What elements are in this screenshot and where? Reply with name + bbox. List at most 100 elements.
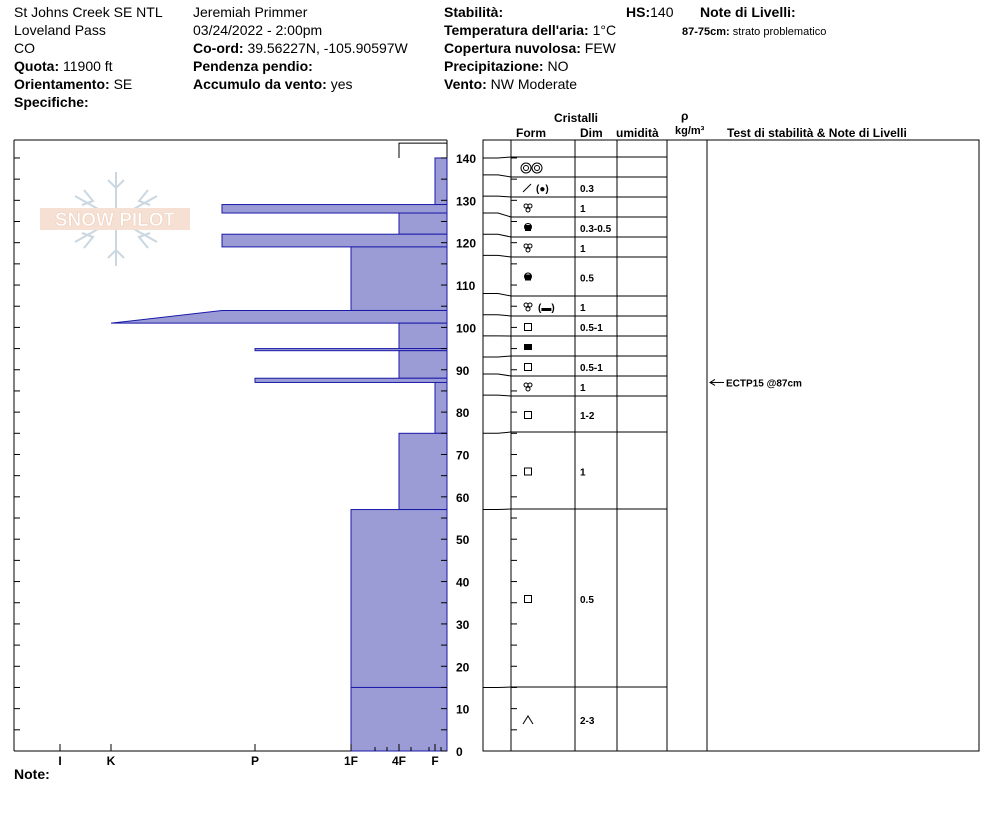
layer-size: 1 [580,303,586,314]
rf-dot [525,306,531,312]
layer-row: 0.3-0.5 [483,212,667,235]
layer-size: 0.3-0.5 [580,224,612,235]
wind-value: NW Moderate [490,76,578,92]
layer-note-range: 87-75cm: [682,26,730,38]
area-name: Loveland Pass [14,22,106,38]
aspect-label: Orientamento: [14,76,110,92]
snowpilot-logo: SNOW PILOT [40,172,190,266]
layer-connector [483,254,512,258]
logo-band [40,208,190,230]
facet-square [524,323,532,331]
faceted-icon [524,323,532,331]
layer-size: 0.3 [580,184,594,195]
melt-square [525,225,531,231]
melt-form-icon [524,223,532,231]
hardness-axis: I K P 1F 4F F [58,744,442,768]
datetime: 03/24/2022 - 2:00pm [193,22,323,38]
wind-loading-value: yes [330,76,353,92]
layer-connector [483,195,512,198]
hardness-bar [254,377,448,383]
facet-square [524,595,532,603]
form-secondary: (▬) [538,303,555,314]
melt-ring [524,223,532,231]
hardness-bar [221,233,448,248]
depth-tick-label: 90 [456,364,470,378]
fragments-icon: (●) [522,183,549,195]
rf-dot [525,207,531,213]
faceted-icon [524,411,532,419]
layer-connector [483,293,512,297]
coord-row: Co-ord: 39.56227N, -105.90597W [193,40,408,56]
hs-row: HS:140 [626,4,673,20]
depth-tick-label: 20 [456,660,470,674]
faceted-icon [524,467,532,476]
table-depth-ticks [511,157,517,752]
facet-square [524,467,532,476]
faceted-icon [524,595,532,603]
depth-tick-label: 70 [456,448,470,462]
crust-block [524,344,532,350]
state-name: CO [14,40,35,56]
depth-axis: 0 10 20 30 40 50 60 70 80 90 100 110 120 130 140 [14,152,476,759]
hardness-bar [221,204,448,214]
layer-size: 0.5-1 [580,323,603,334]
rf-dot [523,382,529,388]
facet-square [524,411,532,419]
crust-icon [524,344,532,350]
layer-size: 2-3 [580,716,595,727]
snow-surface-line [398,142,447,158]
layer-connector [483,174,512,178]
col-form: Form [516,126,546,140]
grain-circle [531,162,543,174]
layer-size: 1 [580,468,586,479]
col-size: Dim [580,126,603,140]
cloud-label: Copertura nuvolosa: [444,40,581,56]
layer-row: 1-2 [483,394,667,422]
cloud-row: Copertura nuvolosa: FEW [444,40,616,56]
grain-circle [520,162,532,174]
layer-table-frame [482,139,980,752]
hs-value: 140 [650,4,674,20]
stability-tests: ECTP15 @87cm [709,378,802,389]
hardness-bar [434,381,448,434]
melt-form-icon [524,272,532,281]
faceted-icon [524,363,532,371]
col-crystals: Cristalli [554,111,599,125]
layer-size: 1 [580,383,586,394]
hardness-tick-label: 4F [392,754,406,768]
specifics-label: Specifiche: [14,94,89,110]
facet-square [524,363,532,371]
wind-loading-label: Accumulo da vento: [193,76,327,92]
depth-tick-label: 120 [456,237,476,251]
hardness-bar [398,350,448,379]
depth-tick-label: 60 [456,491,470,505]
layer-row: 0.5 [483,254,667,285]
fragment-secondary: (●) [536,184,549,195]
layer-row: (●) 0.3 [483,174,667,195]
depth-tick-label: 30 [456,618,470,632]
rounding-faceted-icon [523,302,533,312]
col-rho: ρ [681,109,689,123]
layer-row: 0.5-1 [483,355,667,374]
layer-connector [483,508,512,511]
aspect-value: SE [113,76,133,92]
grain-circle [534,165,540,171]
depth-tick-label: 40 [456,576,470,590]
hardness-tick-label: I [58,754,61,768]
cloud-value: FEW [584,40,616,56]
precip-row: Precipitazione: NO [444,58,568,74]
rounding-faceted-icon [523,243,533,253]
slope-label: Pendenza pendio: [193,58,313,74]
hardness-tick-label: K [107,754,116,768]
air-temp-label: Temperatura dell'aria: [444,22,589,38]
test-label: ECTP15 @87cm [726,378,802,389]
logo-text: SNOW PILOT [55,210,176,231]
melt-ring [524,272,532,281]
observer-name: Jeremiah Primmer [193,4,308,20]
grain-circle [523,165,529,171]
hardness-bar [254,348,448,352]
hardness-tick-label: 1F [344,754,358,768]
layer-size: 0.5 [580,274,594,285]
melt-square [525,274,531,281]
